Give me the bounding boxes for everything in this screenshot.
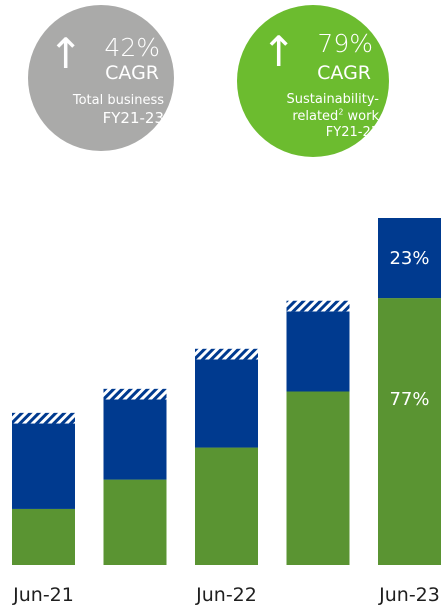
badge-desc-line: Total business — [72, 93, 164, 108]
badge-cagr-label: CAGR — [317, 62, 371, 84]
bar-data-label: 77% — [389, 389, 429, 410]
bar-segment-blue — [12, 423, 75, 509]
arrow-up-icon: ↑ — [48, 29, 84, 78]
x-tick-label: Jun-23 — [378, 584, 440, 606]
badge-desc-line: Sustainability- — [286, 92, 380, 107]
bar-segment-hatched — [103, 388, 167, 400]
bar-segment-green — [12, 508, 75, 565]
cagr-badge-total-business: ↑ 42% CAGR Total business FY21-23 — [28, 5, 174, 151]
bar-segment-blue — [195, 359, 258, 448]
bar-segment-blue — [378, 218, 441, 299]
bar-segment-blue — [103, 399, 167, 480]
badge-desc-line: FY21-23 — [102, 108, 164, 127]
badge-percent: 42% — [104, 33, 160, 62]
bar-segment-green — [378, 298, 441, 565]
arrow-up-icon: ↑ — [261, 27, 297, 76]
bar-segment-green — [195, 447, 258, 565]
bar-data-label: 23% — [389, 248, 429, 269]
x-tick-label: Jun-22 — [195, 584, 257, 606]
badge-description: Sustainability- related2 work FY21-23 — [287, 92, 380, 140]
bar-segment-hatched — [286, 300, 350, 312]
badge-percent: 79% — [317, 29, 373, 58]
badge-description: Total business FY21-23 — [73, 93, 164, 127]
cagr-badge-sustainability: ↑ 79% CAGR Sustainability- related2 work… — [237, 5, 389, 157]
bar-segment-hatched — [195, 348, 258, 360]
bar-segment-hatched — [12, 412, 75, 424]
badge-desc-line: FY21-23 — [325, 124, 379, 140]
bar-segment-green — [286, 391, 350, 565]
bar-segment-green — [103, 479, 167, 565]
bar-segment-blue — [286, 311, 350, 392]
badge-desc-line: related2 work — [292, 107, 379, 124]
badge-cagr-label: CAGR — [105, 62, 159, 84]
x-tick-label: Jun-21 — [12, 584, 74, 606]
